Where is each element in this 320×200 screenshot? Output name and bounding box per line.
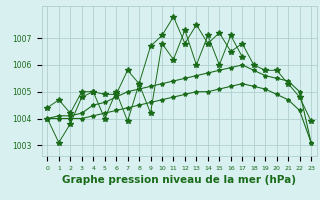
X-axis label: Graphe pression niveau de la mer (hPa): Graphe pression niveau de la mer (hPa) bbox=[62, 175, 296, 185]
